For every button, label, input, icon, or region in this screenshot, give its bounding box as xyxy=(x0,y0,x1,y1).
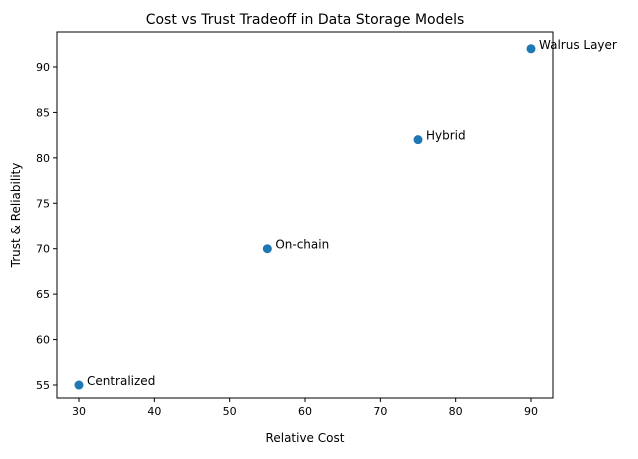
y-tick-label: 85 xyxy=(36,106,50,119)
y-tick-label: 75 xyxy=(36,197,50,210)
point-label: Centralized xyxy=(87,374,155,388)
y-tick-label: 65 xyxy=(36,288,50,301)
y-tick-label: 70 xyxy=(36,243,50,256)
x-tick-label: 50 xyxy=(223,405,237,418)
point-label: Hybrid xyxy=(426,129,466,143)
data-point xyxy=(413,135,423,145)
x-tick-label: 60 xyxy=(298,405,312,418)
y-axis-label: Trust & Reliability xyxy=(9,163,23,269)
y-tick-label: 55 xyxy=(36,379,50,392)
y-tick-label: 60 xyxy=(36,334,50,347)
y-tick-label: 80 xyxy=(36,152,50,165)
plot-frame xyxy=(56,31,554,399)
x-tick-label: 70 xyxy=(373,405,387,418)
data-point xyxy=(262,244,272,254)
data-point xyxy=(526,44,536,54)
x-tick-label: 80 xyxy=(449,405,463,418)
x-axis-label: Relative Cost xyxy=(266,431,345,445)
point-label: Walrus Layer xyxy=(539,38,617,52)
x-tick-label: 90 xyxy=(524,405,538,418)
x-tick-label: 40 xyxy=(147,405,161,418)
chart-title: Cost vs Trust Tradeoff in Data Storage M… xyxy=(146,12,465,28)
data-point xyxy=(74,380,84,390)
point-label: On-chain xyxy=(275,238,329,252)
y-tick-label: 90 xyxy=(36,61,50,74)
x-tick-label: 30 xyxy=(72,405,86,418)
